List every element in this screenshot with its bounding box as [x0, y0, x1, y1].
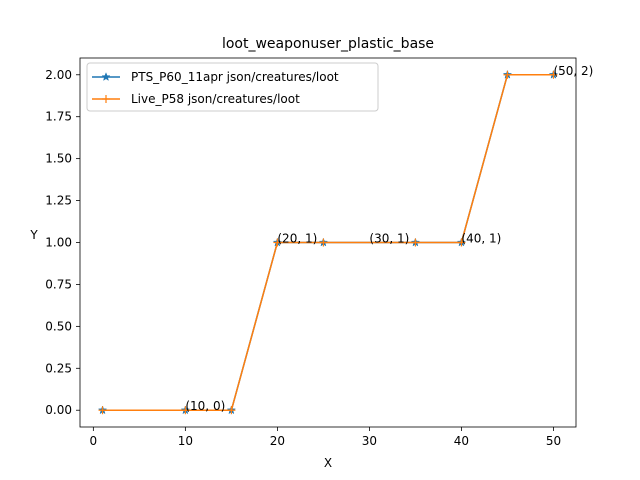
- data-point: [457, 238, 466, 247]
- series-layer: [97, 69, 559, 415]
- data-point: [98, 406, 107, 415]
- data-point: [319, 238, 328, 247]
- point-annotation: (40, 1): [461, 232, 501, 246]
- y-tick-label: 1.50: [45, 152, 72, 166]
- x-axis: 0 10 20 30 40 50: [90, 427, 561, 448]
- legend: PTS_P60_11apr json/creatures/loot Live_P5…: [86, 62, 379, 112]
- y-tick-label: 1.25: [45, 194, 72, 208]
- data-point: [503, 70, 512, 79]
- data-point: [411, 238, 420, 247]
- x-tick-label: 40: [454, 434, 469, 448]
- data-point: [549, 70, 558, 79]
- data-point: [227, 406, 236, 415]
- point-annotation: (30, 1): [369, 232, 409, 246]
- y-axis: 0.00 0.25 0.50 0.75 1.00 1.25 1.50 1.75 2.00: [45, 68, 80, 417]
- data-point: [273, 238, 282, 247]
- chart-title: loot_weaponuser_plastic_base: [222, 36, 434, 52]
- legend-box: [86, 62, 379, 112]
- x-axis-label: X: [324, 456, 332, 470]
- legend-label: PTS_P60_11apr json/creatures/loot: [131, 70, 339, 84]
- legend-label: Live_P58 json/creatures/loot: [131, 92, 300, 106]
- y-tick-label: 1.75: [45, 110, 72, 124]
- point-annotation: (10, 0): [185, 399, 225, 413]
- plot-area: 0 10 20 30 40 50 0.00 0.25 0.50 0.75 1.00 1.25 1.50…: [45, 57, 593, 448]
- legend-marker: [101, 72, 111, 81]
- y-tick-label: 0.75: [45, 277, 72, 291]
- legend-entry: PTS_P60_11apr json/creatures/loot: [92, 70, 339, 84]
- x-tick-label: 10: [178, 434, 193, 448]
- y-tick-label: 1.00: [45, 236, 72, 250]
- y-axis-label: Y: [29, 228, 38, 242]
- point-annotation: (50, 2): [553, 64, 593, 78]
- series-2: [98, 70, 558, 415]
- y-tick-label: 0.50: [45, 319, 72, 333]
- annotation-layer: (10, 0) (20, 1) (30, 1) (40, 1) (50, 2): [185, 64, 593, 413]
- point-annotation: (20, 1): [277, 232, 317, 246]
- legend-entry: Live_P58 json/creatures/loot: [92, 92, 300, 106]
- legend-marker: [102, 95, 110, 103]
- y-tick-label: 2.00: [45, 68, 72, 82]
- x-tick-label: 50: [546, 434, 561, 448]
- x-tick-label: 20: [270, 434, 285, 448]
- data-point: [181, 406, 190, 415]
- y-tick-label: 0.00: [45, 403, 72, 417]
- legend-items: PTS_P60_11apr json/creatures/loot Live_P5…: [92, 70, 339, 106]
- x-tick-label: 0: [90, 434, 98, 448]
- y-tick-label: 0.25: [45, 361, 72, 375]
- x-tick-label: 30: [362, 434, 377, 448]
